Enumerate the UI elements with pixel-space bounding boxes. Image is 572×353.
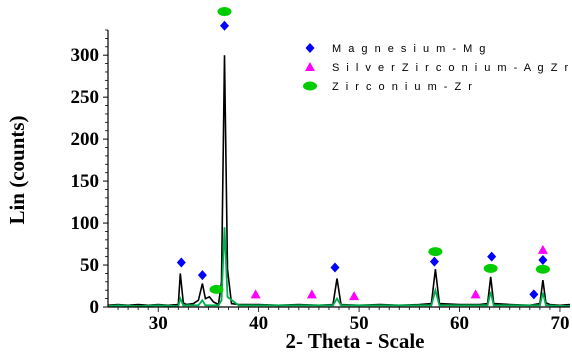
legend-entry: M a g n e s i u m - M g: [305, 43, 487, 55]
y-tick-label: 150: [71, 171, 100, 192]
peak-marker-triangle: [250, 289, 261, 299]
legend-marker-ellipse: [303, 81, 317, 91]
x-tick-label: 40: [249, 313, 268, 334]
x-tick-label: 30: [149, 313, 168, 334]
series-line-2: [107, 227, 571, 308]
x-tick-label: 60: [450, 313, 469, 334]
legend-entry: S i l v e r Z i r c o n i u m - A g Z r …: [305, 62, 572, 74]
peak-marker-diamond: [220, 20, 230, 31]
legend-label: S i l v e r Z i r c o n i u m - A g Z r …: [332, 62, 572, 74]
y-tick-label: 250: [71, 87, 100, 108]
x-tick-label: 50: [350, 313, 369, 334]
y-tick-label: 50: [80, 255, 99, 276]
peak-marker-diamond: [429, 256, 439, 267]
y-tick-label: 100: [71, 213, 100, 234]
peak-marker-layer: [176, 7, 550, 301]
peak-marker-diamond: [330, 262, 340, 273]
y-tick-label: 0: [90, 297, 100, 318]
peak-marker-ellipse: [428, 247, 443, 257]
peak-marker-triangle: [306, 289, 317, 299]
legend: M a g n e s i u m - M g S i l v e r Z i r…: [303, 43, 572, 93]
legend-entry: Z i r c o n i u m - Z r: [303, 81, 474, 93]
legend-marker-diamond: [305, 43, 315, 53]
legend-label: Z i r c o n i u m - Z r: [332, 81, 474, 93]
peak-marker-diamond: [538, 254, 548, 265]
peak-marker-diamond: [529, 289, 539, 300]
peak-marker-triangle: [470, 289, 481, 299]
series-layer: [107, 55, 571, 308]
y-tick-layer: 0 50 100 150 200 250 300: [71, 29, 108, 318]
peak-marker-ellipse: [483, 263, 498, 273]
peak-marker-triangle: [349, 291, 360, 301]
peak-marker-diamond: [487, 251, 497, 262]
peak-marker-ellipse: [217, 7, 232, 17]
peak-marker-ellipse: [209, 284, 224, 294]
y-tick-label: 200: [71, 129, 100, 150]
y-tick-label: 300: [71, 45, 100, 66]
plot-area: [107, 7, 571, 308]
peak-marker-diamond: [197, 270, 207, 281]
x-tick-layer: 30 40 50 60 70: [117, 307, 569, 334]
peak-marker-ellipse: [535, 264, 550, 274]
legend-label: M a g n e s i u m - M g: [332, 43, 487, 55]
peak-marker-diamond: [176, 257, 186, 268]
x-tick-label: 70: [550, 313, 569, 334]
y-axis-title: Lin (counts): [5, 115, 29, 224]
peak-marker-triangle: [537, 244, 548, 254]
legend-marker-triangle: [305, 62, 315, 71]
x-axis-title: 2- Theta - Scale: [285, 329, 424, 353]
